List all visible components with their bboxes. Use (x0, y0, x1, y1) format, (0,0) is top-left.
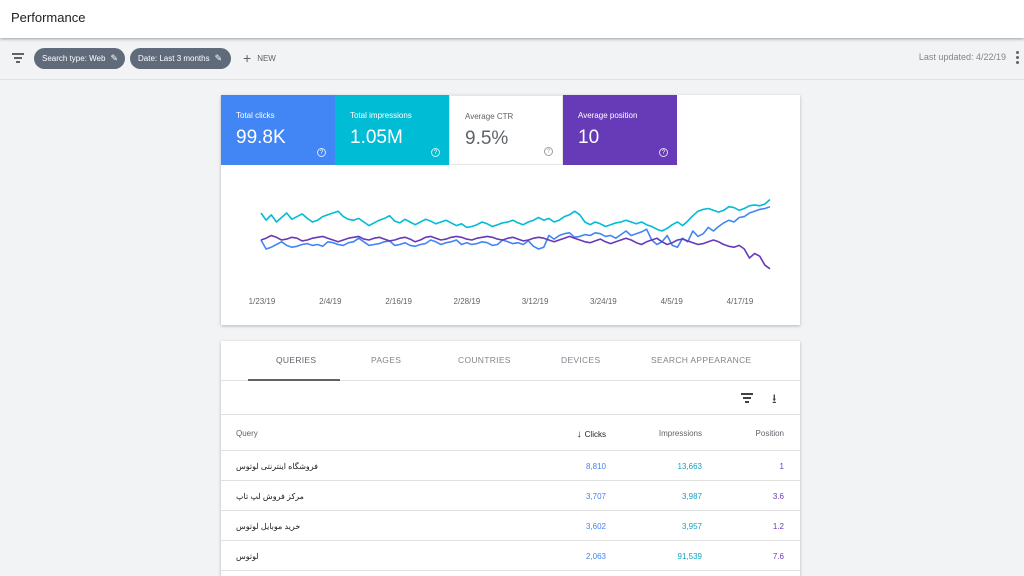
metric-value: 99.8K (236, 127, 286, 148)
position-cell: 1.2 (772, 522, 784, 531)
filter-bar: Search type: Web ✎ Date: Last 3 months ✎ +… (0, 38, 1024, 80)
metric-label: Total clicks (236, 111, 275, 120)
top-bar: Performance (0, 0, 1024, 38)
x-tick-label: 1/23/19 (249, 297, 276, 306)
help-icon[interactable]: ? (317, 148, 326, 157)
x-tick-label: 2/4/19 (319, 297, 342, 306)
plus-icon: + (243, 50, 252, 66)
x-tick-label: 2/16/19 (385, 297, 412, 306)
edit-pencil-icon[interactable]: ✎ (110, 53, 118, 63)
query-cell: فروشگاه اینترنتی لوتوس (236, 462, 318, 471)
help-icon[interactable]: ? (544, 147, 553, 156)
metric-value: 10 (578, 127, 600, 148)
table-row[interactable]: خرید موبایل لوتوس 3,602 3,957 1.2 (221, 511, 800, 541)
performance-line-chart[interactable]: 1/23/19 2/4/19 2/16/19 2/28/19 3/12/19 3/24/1… (221, 165, 800, 325)
series-line-1 (260, 198, 771, 232)
position-cell: 7.6 (772, 552, 784, 561)
x-tick-label: 3/12/19 (522, 297, 549, 306)
metric-label: Total impressions (350, 111, 412, 120)
column-header-clicks[interactable]: ↓ Clicks (577, 429, 606, 440)
table-toolbar: ⭳ (221, 381, 800, 415)
date-range-chip-label: Date: Last 3 months (138, 54, 210, 63)
table-row[interactable]: لوتوس 2,063 91,539 7.6 (221, 541, 800, 571)
table-header: Query ↓ Clicks Impressions Position (221, 415, 800, 451)
metric-total-impressions[interactable]: Total impressions 1.05M ? (335, 95, 449, 165)
table-filter-icon[interactable] (741, 393, 753, 405)
page-title: Performance (11, 10, 86, 25)
query-cell: لوتوس (236, 552, 259, 561)
tab-devices[interactable]: DEVICES (561, 355, 601, 365)
metric-total-clicks[interactable]: Total clicks 99.8K ? (221, 95, 335, 165)
series-line-2 (260, 234, 771, 270)
x-tick-label: 3/24/19 (590, 297, 617, 306)
impressions-cell: 3,987 (681, 492, 702, 501)
help-icon[interactable]: ? (659, 148, 668, 157)
query-cell: خرید موبایل لوتوس (236, 522, 301, 531)
x-tick-label: 2/28/19 (454, 297, 481, 306)
dimension-tabs: QUERIES PAGES COUNTRIES DEVICES SEARCH A… (221, 341, 800, 381)
sort-arrow-icon: ↓ (576, 429, 582, 440)
download-icon[interactable]: ⭳ (772, 391, 777, 406)
tab-countries[interactable]: COUNTRIES (458, 355, 511, 365)
impressions-cell: 91,539 (677, 552, 702, 561)
column-header-impressions[interactable]: Impressions (658, 429, 702, 438)
performance-chart-card: Total clicks 99.8K ? Total impressions 1… (221, 95, 800, 325)
help-icon[interactable]: ? (431, 148, 440, 157)
position-cell: 3.6 (772, 492, 784, 501)
position-cell: 1 (779, 462, 784, 471)
column-header-position[interactable]: Position (755, 429, 784, 438)
clicks-cell: 3,707 (585, 492, 606, 501)
impressions-cell: 13,663 (677, 462, 702, 471)
impressions-cell: 3,957 (681, 522, 702, 531)
metric-label: Average position (578, 111, 638, 120)
table-row[interactable]: فروشگاه اینترنتی لوتوس 8,810 13,663 1 (221, 451, 800, 481)
column-header-query[interactable]: Query (236, 429, 258, 438)
filter-icon[interactable] (12, 53, 24, 63)
clicks-cell: 3,602 (585, 522, 606, 531)
new-filter-label: NEW (257, 54, 276, 63)
tab-search-appearance[interactable]: SEARCH APPEARANCE (651, 355, 752, 365)
metric-average-position[interactable]: Average position 10 ? (563, 95, 677, 165)
metric-value: 1.05M (350, 127, 403, 148)
queries-table-card: QUERIES PAGES COUNTRIES DEVICES SEARCH A… (221, 341, 800, 576)
clicks-cell: 8,810 (585, 462, 606, 471)
search-type-chip-label: Search type: Web (42, 54, 106, 63)
tab-queries[interactable]: QUERIES (276, 355, 317, 365)
clicks-cell: 2,063 (585, 552, 606, 561)
edit-pencil-icon[interactable]: ✎ (214, 53, 223, 63)
column-header-clicks-label: Clicks (584, 430, 606, 439)
new-filter-button[interactable]: + NEW (243, 50, 276, 67)
date-range-chip[interactable]: Date: Last 3 months ✎ (130, 48, 231, 69)
search-type-chip[interactable]: Search type: Web ✎ (34, 48, 125, 69)
x-tick-label: 4/5/19 (661, 297, 684, 306)
table-row[interactable]: مرکز فروش لپ تاپ 3,707 3,987 3.6 (221, 481, 800, 511)
more-options-icon[interactable] (1016, 51, 1019, 66)
metric-label: Average CTR (465, 112, 514, 121)
metric-value: 9.5% (465, 128, 509, 149)
tab-pages[interactable]: PAGES (371, 355, 402, 365)
x-tick-label: 4/17/19 (727, 297, 754, 306)
last-updated-text: Last updated: 4/22/19 (918, 52, 1006, 62)
query-cell: مرکز فروش لپ تاپ (236, 492, 304, 501)
metric-average-ctr[interactable]: Average CTR 9.5% ? (449, 95, 563, 165)
active-tab-indicator (248, 379, 340, 381)
